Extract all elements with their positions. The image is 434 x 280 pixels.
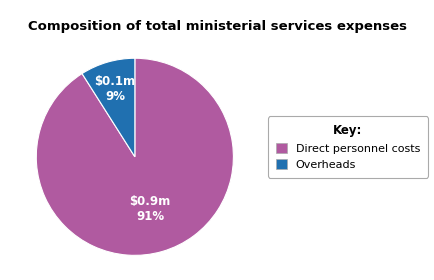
Wedge shape: [36, 58, 233, 255]
Text: $0.9m
91%: $0.9m 91%: [129, 195, 170, 223]
Text: $0.1m
9%: $0.1m 9%: [94, 75, 135, 103]
Text: Composition of total ministerial services expenses: Composition of total ministerial service…: [28, 20, 406, 32]
Wedge shape: [82, 58, 135, 157]
Legend: Direct personnel costs, Overheads: Direct personnel costs, Overheads: [267, 116, 427, 178]
